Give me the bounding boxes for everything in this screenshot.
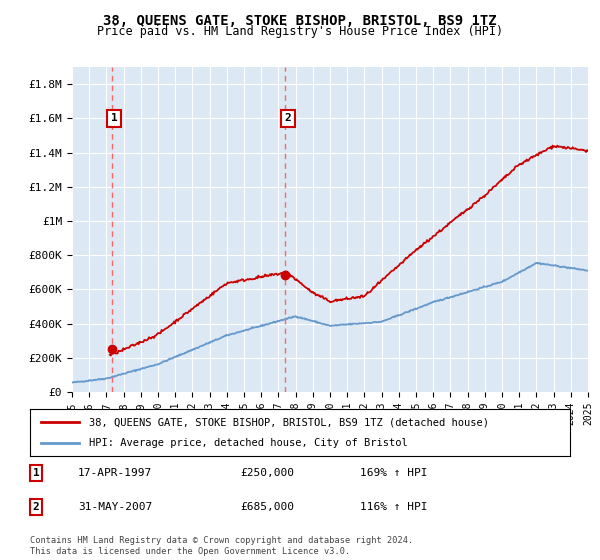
Text: HPI: Average price, detached house, City of Bristol: HPI: Average price, detached house, City…: [89, 438, 408, 448]
Text: 17-APR-1997: 17-APR-1997: [78, 468, 152, 478]
Text: 1: 1: [32, 468, 40, 478]
Text: £250,000: £250,000: [240, 468, 294, 478]
Text: 1: 1: [111, 114, 118, 124]
Text: 2: 2: [32, 502, 40, 512]
Text: 38, QUEENS GATE, STOKE BISHOP, BRISTOL, BS9 1TZ (detached house): 38, QUEENS GATE, STOKE BISHOP, BRISTOL, …: [89, 417, 490, 427]
Text: 116% ↑ HPI: 116% ↑ HPI: [360, 502, 427, 512]
Text: 31-MAY-2007: 31-MAY-2007: [78, 502, 152, 512]
Text: Contains HM Land Registry data © Crown copyright and database right 2024.
This d: Contains HM Land Registry data © Crown c…: [30, 536, 413, 556]
Text: Price paid vs. HM Land Registry's House Price Index (HPI): Price paid vs. HM Land Registry's House …: [97, 25, 503, 38]
Text: 2: 2: [284, 114, 291, 124]
Text: 38, QUEENS GATE, STOKE BISHOP, BRISTOL, BS9 1TZ: 38, QUEENS GATE, STOKE BISHOP, BRISTOL, …: [103, 14, 497, 28]
Text: £685,000: £685,000: [240, 502, 294, 512]
Text: 169% ↑ HPI: 169% ↑ HPI: [360, 468, 427, 478]
